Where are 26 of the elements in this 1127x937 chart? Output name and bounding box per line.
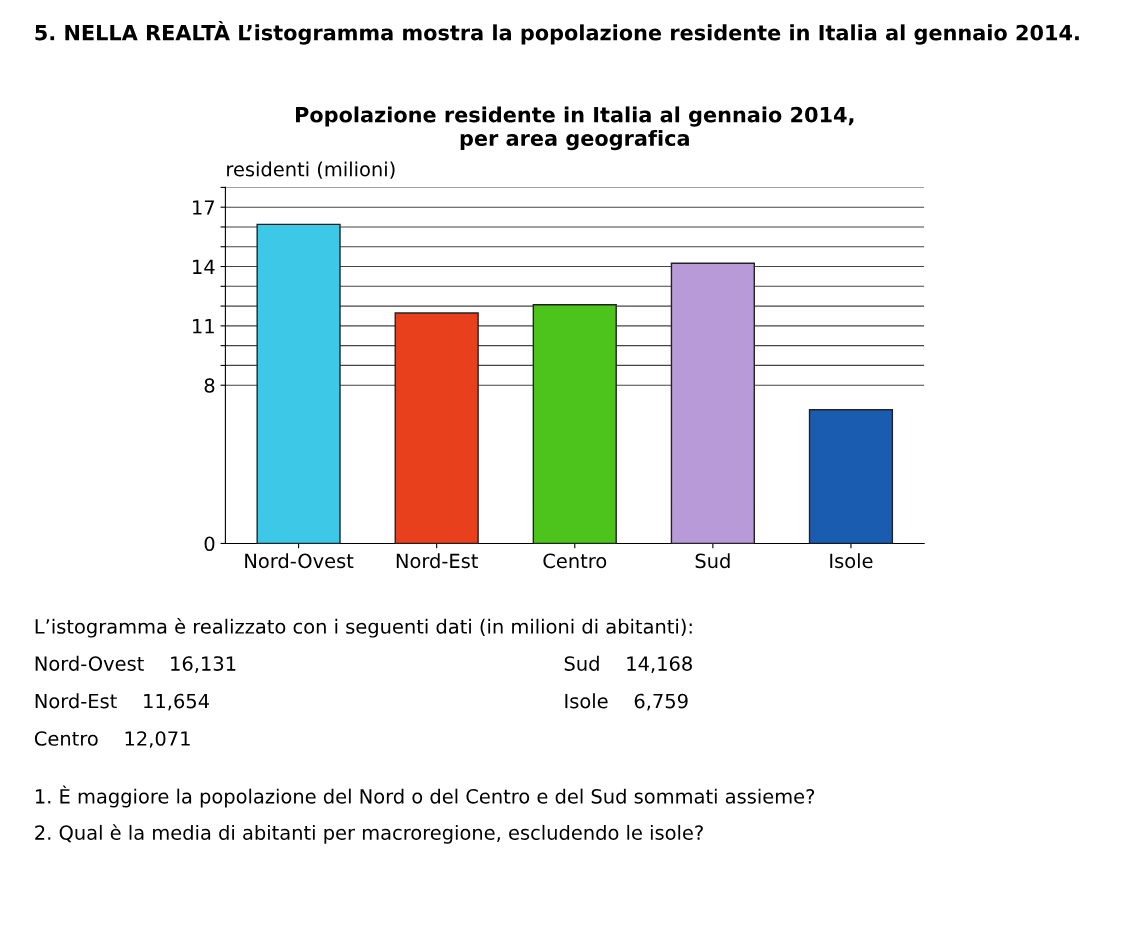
text: Nord-Est 11,654 bbox=[35, 693, 209, 711]
x-tick-label: Sud bbox=[695, 553, 730, 569]
x-tick-label: Nord-Est bbox=[396, 553, 478, 569]
y-tick-label: 0 bbox=[204, 536, 215, 552]
x-tick-label: Centro bbox=[543, 553, 607, 569]
x-tick-label: Nord-Ovest bbox=[245, 553, 354, 569]
y-tick-label: 14 bbox=[193, 259, 215, 274]
y-tick-label: 8 bbox=[204, 378, 215, 393]
text: L’istogramma è realizzato con i seguenti dati (in milioni di abitanti): bbox=[35, 617, 692, 638]
text: Sud 14,168 bbox=[564, 655, 692, 673]
bar bbox=[670, 262, 755, 544]
x-tick-label: Isole bbox=[830, 553, 873, 569]
text: 2. Qual è la media di abitanti per macroregione, escludendo le isole? bbox=[35, 824, 703, 844]
y-tick-label: 17 bbox=[193, 200, 215, 215]
bar bbox=[256, 223, 341, 544]
text: Nord-Ovest 16,131 bbox=[35, 655, 236, 673]
chart-title: Popolazione residente in Italia al gennaio 2014, per area geografica bbox=[296, 106, 854, 151]
text: 1. È maggiore la popolazione del Nord o del Centro e del Sud sommati assieme? bbox=[35, 785, 815, 808]
y-axis-title: residenti (milioni) bbox=[227, 161, 395, 179]
text: Centro 12,071 bbox=[34, 731, 190, 748]
text: Isole 6,759 bbox=[565, 693, 688, 711]
bar bbox=[394, 312, 479, 544]
y-tick-label: 11 bbox=[193, 319, 214, 334]
text: 5. NELLA REALTÀ L’istogramma mostra la popolazione residente in Italia al gennaio 2014. bbox=[35, 20, 1079, 45]
bar bbox=[808, 409, 894, 544]
bar bbox=[532, 303, 617, 544]
